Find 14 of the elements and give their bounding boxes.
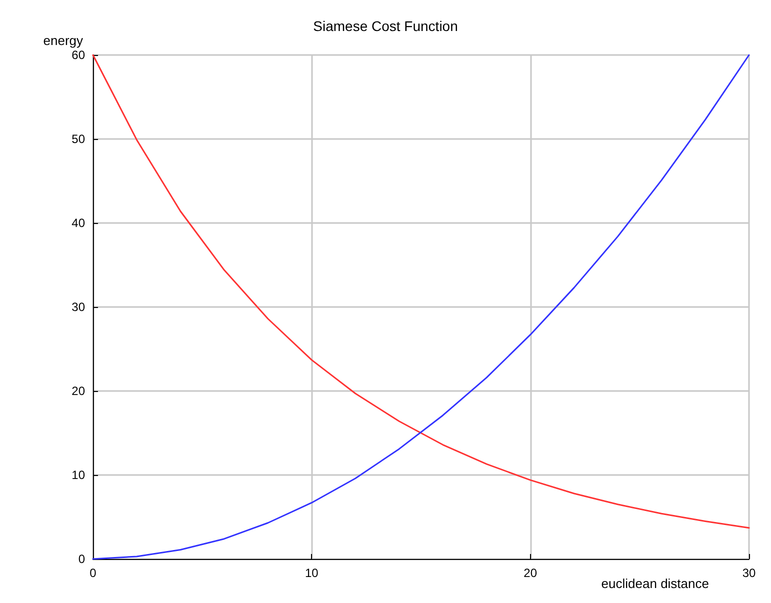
x-tick-label: 20	[524, 566, 538, 580]
x-tick-label: 0	[90, 566, 97, 580]
x-tick-label: 10	[304, 566, 319, 580]
y-tick-label: 60	[72, 48, 86, 62]
y-tick-label: 0	[78, 552, 86, 566]
x-tick-label: 30	[742, 566, 756, 580]
y-tick-label: 50	[72, 132, 86, 146]
chart-title: Siamese Cost Function	[313, 18, 458, 34]
y-tick-label: 10	[72, 468, 86, 482]
y-tick-label: 20	[72, 384, 86, 398]
y-tick-label: 30	[72, 300, 86, 314]
y-tick-label: 40	[72, 216, 86, 230]
y-axis-title: energy	[43, 33, 84, 48]
x-axis-title: euclidean distance	[601, 576, 709, 591]
